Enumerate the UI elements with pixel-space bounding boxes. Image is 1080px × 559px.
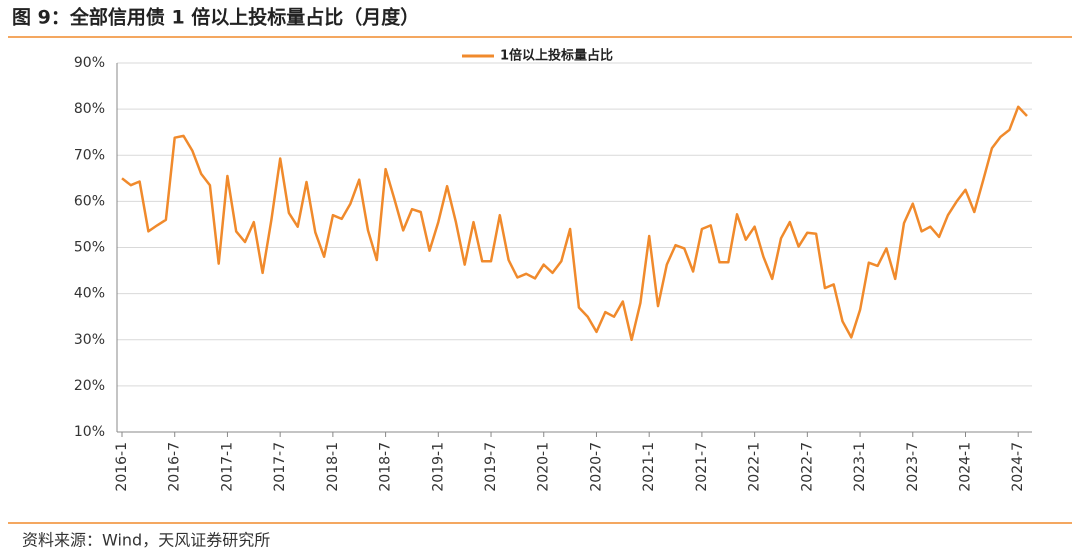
series-line (121, 105, 1028, 342)
y-tick-label: 80% (74, 101, 105, 117)
x-tick-label: 2016-7 (167, 442, 183, 492)
y-tick-label: 90% (74, 55, 105, 71)
x-tick-label: 2020-7 (588, 442, 604, 492)
x-tick-label: 2020-1 (536, 442, 552, 492)
y-tick-label: 20% (74, 378, 105, 394)
x-tick-label: 2021-7 (694, 442, 710, 492)
y-tick-label: 70% (74, 147, 105, 163)
chart-title: 图 9：全部信用债 1 倍以上投标量占比（月度） (12, 6, 419, 29)
x-tick-label: 2017-1 (219, 442, 235, 492)
y-tick-label: 40% (74, 286, 105, 302)
legend-label: 1倍以上投标量占比 (500, 48, 613, 64)
x-tick-label: 2018-7 (378, 442, 394, 492)
x-tick-label: 2023-7 (905, 442, 921, 492)
y-tick-label: 10% (74, 424, 105, 440)
x-tick-label: 2019-7 (483, 442, 499, 492)
x-tick-label: 2021-1 (641, 442, 657, 492)
x-tick-label: 2022-1 (747, 442, 763, 492)
x-tick-label: 2018-1 (325, 442, 341, 492)
y-tick-label: 50% (74, 240, 105, 256)
x-tick-label: 2016-1 (114, 442, 130, 492)
x-tick-label: 2024-1 (957, 442, 973, 492)
x-tick-label: 2023-1 (852, 442, 868, 492)
x-tick-label: 2024-7 (1010, 442, 1026, 492)
x-tick-label: 2017-7 (272, 442, 288, 492)
source: 资料来源：Wind，天风证券研究所 (22, 531, 270, 550)
y-tick-label: 30% (74, 332, 105, 348)
x-tick-label: 2019-1 (430, 442, 446, 492)
x-tick-label: 2022-7 (799, 442, 815, 492)
y-tick-label: 60% (74, 193, 105, 209)
